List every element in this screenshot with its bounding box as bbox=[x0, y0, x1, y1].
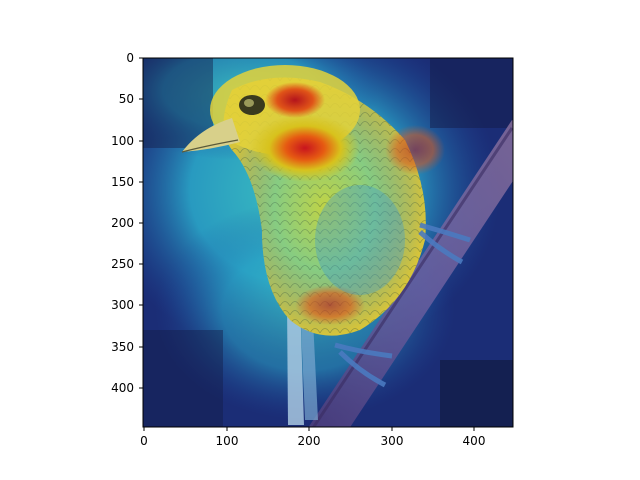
y-tick-label: 200 bbox=[111, 216, 134, 230]
y-tick-label: 100 bbox=[111, 134, 134, 148]
x-tick-label: 100 bbox=[216, 434, 239, 448]
x-tick-label: 400 bbox=[463, 434, 486, 448]
plot-frame bbox=[142, 57, 514, 428]
x-tick-label: 0 bbox=[140, 434, 148, 448]
y-axis: 0 50 100 150 200 250 300 350 400 bbox=[111, 51, 143, 395]
y-tick-label: 400 bbox=[111, 381, 134, 395]
x-tick-label: 200 bbox=[298, 434, 321, 448]
y-tick-label: 150 bbox=[111, 175, 134, 189]
y-tick-label: 0 bbox=[126, 51, 134, 65]
y-tick-label: 250 bbox=[111, 257, 134, 271]
y-tick-label: 50 bbox=[119, 92, 134, 106]
x-tick-label: 300 bbox=[381, 434, 404, 448]
heatmap-image bbox=[143, 58, 513, 427]
x-axis: 0 100 200 300 400 bbox=[140, 427, 485, 448]
y-tick-label: 350 bbox=[111, 340, 134, 354]
y-tick-label: 300 bbox=[111, 298, 134, 312]
